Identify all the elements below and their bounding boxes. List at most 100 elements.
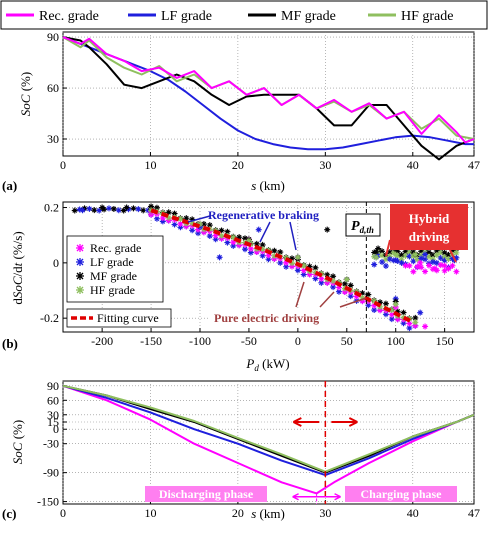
lf-grade-point bbox=[242, 246, 249, 253]
rec-grade-point bbox=[212, 232, 219, 239]
lf-grade-point bbox=[417, 309, 424, 316]
mf-grade-point bbox=[271, 247, 278, 254]
mf-grade-point bbox=[242, 235, 249, 242]
annotation-pure-electric-bg bbox=[210, 309, 358, 327]
lf-grade-point bbox=[335, 288, 342, 295]
x-tick-label: 47 bbox=[468, 506, 480, 520]
legend-label: HF grade bbox=[90, 283, 135, 297]
hf-grade-line bbox=[62, 384, 475, 473]
rec-grade-point bbox=[412, 322, 419, 329]
lf-grade-point bbox=[216, 254, 223, 261]
mf-grade-point bbox=[382, 300, 389, 307]
hf-grade-point bbox=[437, 249, 444, 256]
y-tick-label: 0 bbox=[53, 256, 59, 270]
x-tick-label: 40 bbox=[407, 506, 419, 520]
hf-grade-point bbox=[392, 251, 399, 258]
hf-grade-point bbox=[177, 215, 184, 222]
y-tick-label: -30 bbox=[43, 437, 59, 451]
legend-label: LF grade bbox=[90, 255, 134, 269]
rec-grade-point bbox=[271, 255, 278, 262]
mf-grade-point bbox=[99, 204, 106, 211]
annotation-hybrid-driving: Hybrid bbox=[409, 211, 450, 226]
x-tick-label: -150 bbox=[140, 334, 162, 348]
rec-grade-point bbox=[406, 262, 413, 269]
flat-region-point bbox=[120, 207, 127, 214]
lf-grade-point bbox=[294, 267, 301, 274]
mf-grade-point bbox=[153, 204, 160, 211]
mf-grade-point bbox=[123, 204, 130, 211]
lf-grade-point bbox=[406, 253, 413, 260]
arrow-pure-electric bbox=[319, 291, 335, 308]
lf-grade-point bbox=[318, 279, 325, 286]
rec-grade-point bbox=[425, 262, 432, 269]
hf-grade-point bbox=[379, 252, 386, 259]
lf-grade-point bbox=[441, 257, 448, 264]
x-tick-label: -50 bbox=[241, 334, 257, 348]
annotation-hybrid-driving-2: driving bbox=[409, 229, 450, 244]
lf-grade-point bbox=[247, 249, 254, 256]
lf-grade-point bbox=[371, 307, 378, 314]
lf-grade-point bbox=[312, 275, 319, 282]
arrow-pure-electric bbox=[339, 297, 367, 308]
lf-grade-point bbox=[277, 259, 284, 266]
hf-grade-point bbox=[441, 253, 448, 260]
y-tick-label: -150 bbox=[37, 495, 59, 509]
mf-grade-point bbox=[365, 291, 372, 298]
hf-grade-point bbox=[453, 249, 460, 256]
y-tick-label: 90 bbox=[47, 30, 59, 44]
mf-grade-point bbox=[259, 241, 266, 248]
lf-grade-point bbox=[283, 263, 290, 270]
panel-a: 0 10 20 30 40 47 30 60 90 (a) s (km) SoC (%) Rec. gr… bbox=[0, 0, 488, 193]
hf-grade-point bbox=[412, 319, 419, 326]
y-tick-label: 90 bbox=[47, 379, 59, 393]
rec-grade-point bbox=[300, 267, 307, 274]
y-tick-label: 60 bbox=[47, 81, 59, 95]
discharging-phase-bg bbox=[145, 486, 267, 502]
mf-grade-point bbox=[183, 215, 190, 222]
arrow-regenerative bbox=[259, 221, 271, 243]
y-axis-label: SoC (%) bbox=[18, 72, 33, 116]
lf-grade-point bbox=[230, 242, 237, 249]
lf-grade-point bbox=[195, 230, 202, 237]
rec-grade-point bbox=[453, 268, 460, 275]
rec-grade-point bbox=[414, 263, 421, 270]
x-axis-label: s (km) bbox=[251, 178, 285, 193]
lf-grade-point bbox=[418, 255, 425, 262]
rec-grade-point bbox=[410, 268, 417, 275]
flat-region-point bbox=[140, 207, 147, 214]
lf-grade-point bbox=[79, 207, 86, 214]
rec-grade-point bbox=[441, 262, 448, 269]
mf-grade-point bbox=[418, 248, 425, 255]
x-axis-label: s (km) bbox=[251, 506, 285, 521]
legend: Rec. grade LF grade MF grade HF grade bbox=[0, 0, 488, 30]
lf-grade-point bbox=[422, 256, 429, 263]
hf-grade-point bbox=[377, 303, 384, 310]
lf-grade-point bbox=[392, 257, 399, 264]
charging-phase-label: Charging phase bbox=[360, 487, 442, 501]
rec-grade-point bbox=[283, 259, 290, 266]
lf-grade-point bbox=[255, 226, 262, 233]
lf-grade-point bbox=[177, 224, 184, 231]
mf-grade-point bbox=[359, 290, 366, 297]
rec-grade-point bbox=[406, 320, 413, 327]
annotation-regenerative-braking: Regenerative braking bbox=[208, 208, 319, 222]
y-tick-label: -0.2 bbox=[40, 311, 59, 325]
hf-grade-point bbox=[343, 276, 350, 283]
hf-grade-point bbox=[382, 256, 389, 263]
rec-grade-point bbox=[445, 265, 452, 272]
rec-grade-point bbox=[288, 263, 295, 270]
rec-grade-line bbox=[62, 36, 475, 144]
lf-grade-point bbox=[388, 316, 395, 323]
mf-grade-point bbox=[200, 221, 207, 228]
hf-grade-point bbox=[245, 237, 252, 244]
rec-grade-point bbox=[159, 215, 166, 222]
charging-phase-bg bbox=[345, 486, 457, 502]
hf-grade-point bbox=[300, 262, 307, 269]
hf-grade-point bbox=[425, 253, 432, 260]
lf-grade-point bbox=[410, 258, 417, 265]
rec-grade-point bbox=[253, 248, 260, 255]
lf-grade-point bbox=[365, 302, 372, 309]
mf-grade-point bbox=[218, 227, 225, 234]
x-tick-label: 100 bbox=[387, 334, 405, 348]
